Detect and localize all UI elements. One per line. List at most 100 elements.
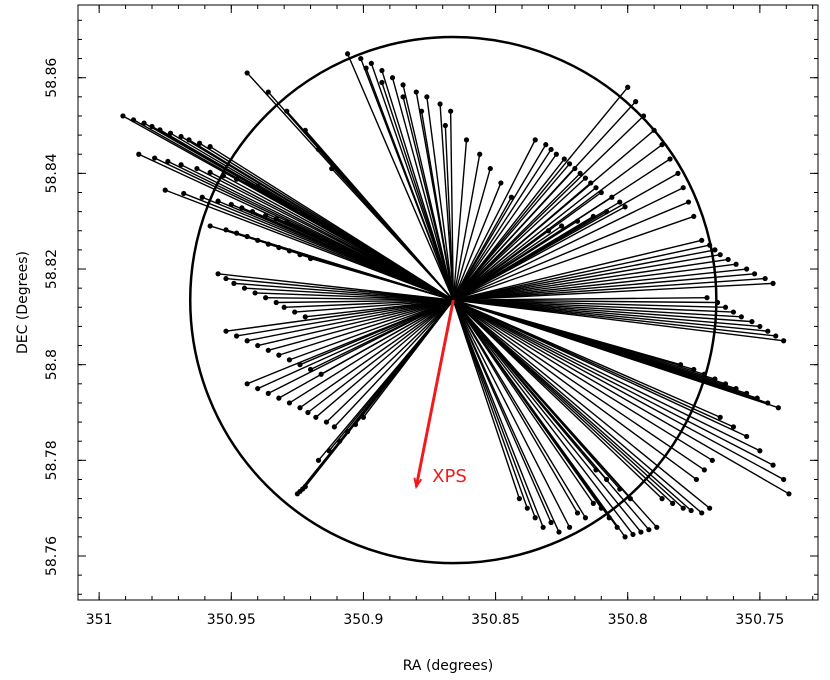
vector-line [276,299,454,304]
data-point [149,123,155,130]
vector-line [381,82,454,301]
data-point [622,204,628,210]
data-point [263,212,269,219]
data-point [556,529,562,535]
data-point [223,227,229,233]
vector-line [365,67,454,301]
data-point [593,185,599,191]
data-point [286,248,293,254]
vector-line [452,299,571,528]
data-point [207,223,213,229]
data-point [244,338,250,344]
data-point [775,405,781,411]
vector-line [452,139,536,301]
vector-line [255,292,454,301]
data-point [498,180,504,186]
data-point [590,500,596,506]
data-point [638,529,644,535]
vector-line [452,86,629,301]
vector-line [452,299,703,514]
vector-line [265,297,454,301]
data-point [627,496,633,502]
data-point [241,285,248,291]
data-point [120,113,126,119]
vector-line [391,77,454,301]
vector-line [453,268,747,301]
data-point [329,165,335,172]
data-point [152,155,158,161]
data-point [413,89,419,95]
vector-line [453,299,721,418]
vector-line [452,299,784,481]
vector-line [452,153,557,301]
data-point [701,467,707,473]
data-point [688,507,694,514]
data-point [255,342,261,349]
x-tick-label: 351 [86,612,113,628]
data-point [553,151,559,157]
data-point [196,140,203,146]
data-point [699,510,705,516]
vector-line [452,144,663,301]
data-point [284,219,290,225]
data-point [685,199,692,205]
data-point [313,414,319,420]
data-point [252,290,258,296]
data-point [598,505,604,511]
vector-line [362,299,454,418]
vector-line [452,187,684,301]
data-point [730,424,737,430]
data-point [722,304,729,310]
x-tick-label: 350.8 [608,612,648,628]
vector-line [452,299,594,504]
data-point [157,127,163,133]
data-point [543,142,549,148]
vector-line [444,125,454,301]
data-point [633,99,639,105]
plot-frame [77,4,819,601]
vector-line [333,299,454,428]
data-point [379,67,385,74]
data-point [400,94,406,100]
data-point [487,165,493,172]
vector-line [284,299,454,308]
data-point [757,448,763,454]
vector-line [452,182,502,301]
data-point [265,347,271,353]
data-point [315,146,322,153]
data-point [654,524,660,530]
y-axis-title: DEC (Degrees) [15,251,31,354]
data-point [477,151,483,157]
data-point [207,143,213,150]
data-point [712,247,718,253]
vector-line [452,299,634,535]
data-point [286,357,293,363]
data-point [307,255,314,262]
y-tick-label: 58.86 [44,58,60,98]
data-point [590,213,596,220]
data-point [680,505,686,511]
data-point [725,256,731,263]
data-point [561,156,567,162]
vector-line [257,185,454,301]
data-point [344,429,351,435]
data-point [524,505,530,511]
data-point [255,385,261,392]
vector-line [453,273,755,301]
vector-line [346,53,454,301]
data-point [207,169,213,176]
vector-line [452,168,491,301]
data-point [424,94,430,100]
vector-line [453,249,716,301]
data-point [659,142,665,148]
data-point [302,127,308,133]
data-point [265,390,271,396]
vector-line [452,149,552,301]
vector-line [452,154,481,301]
data-point [675,170,681,176]
vector-line [452,299,774,466]
data-point [141,120,147,126]
data-point [532,515,538,521]
y-tick-label: 58.84 [44,153,60,193]
